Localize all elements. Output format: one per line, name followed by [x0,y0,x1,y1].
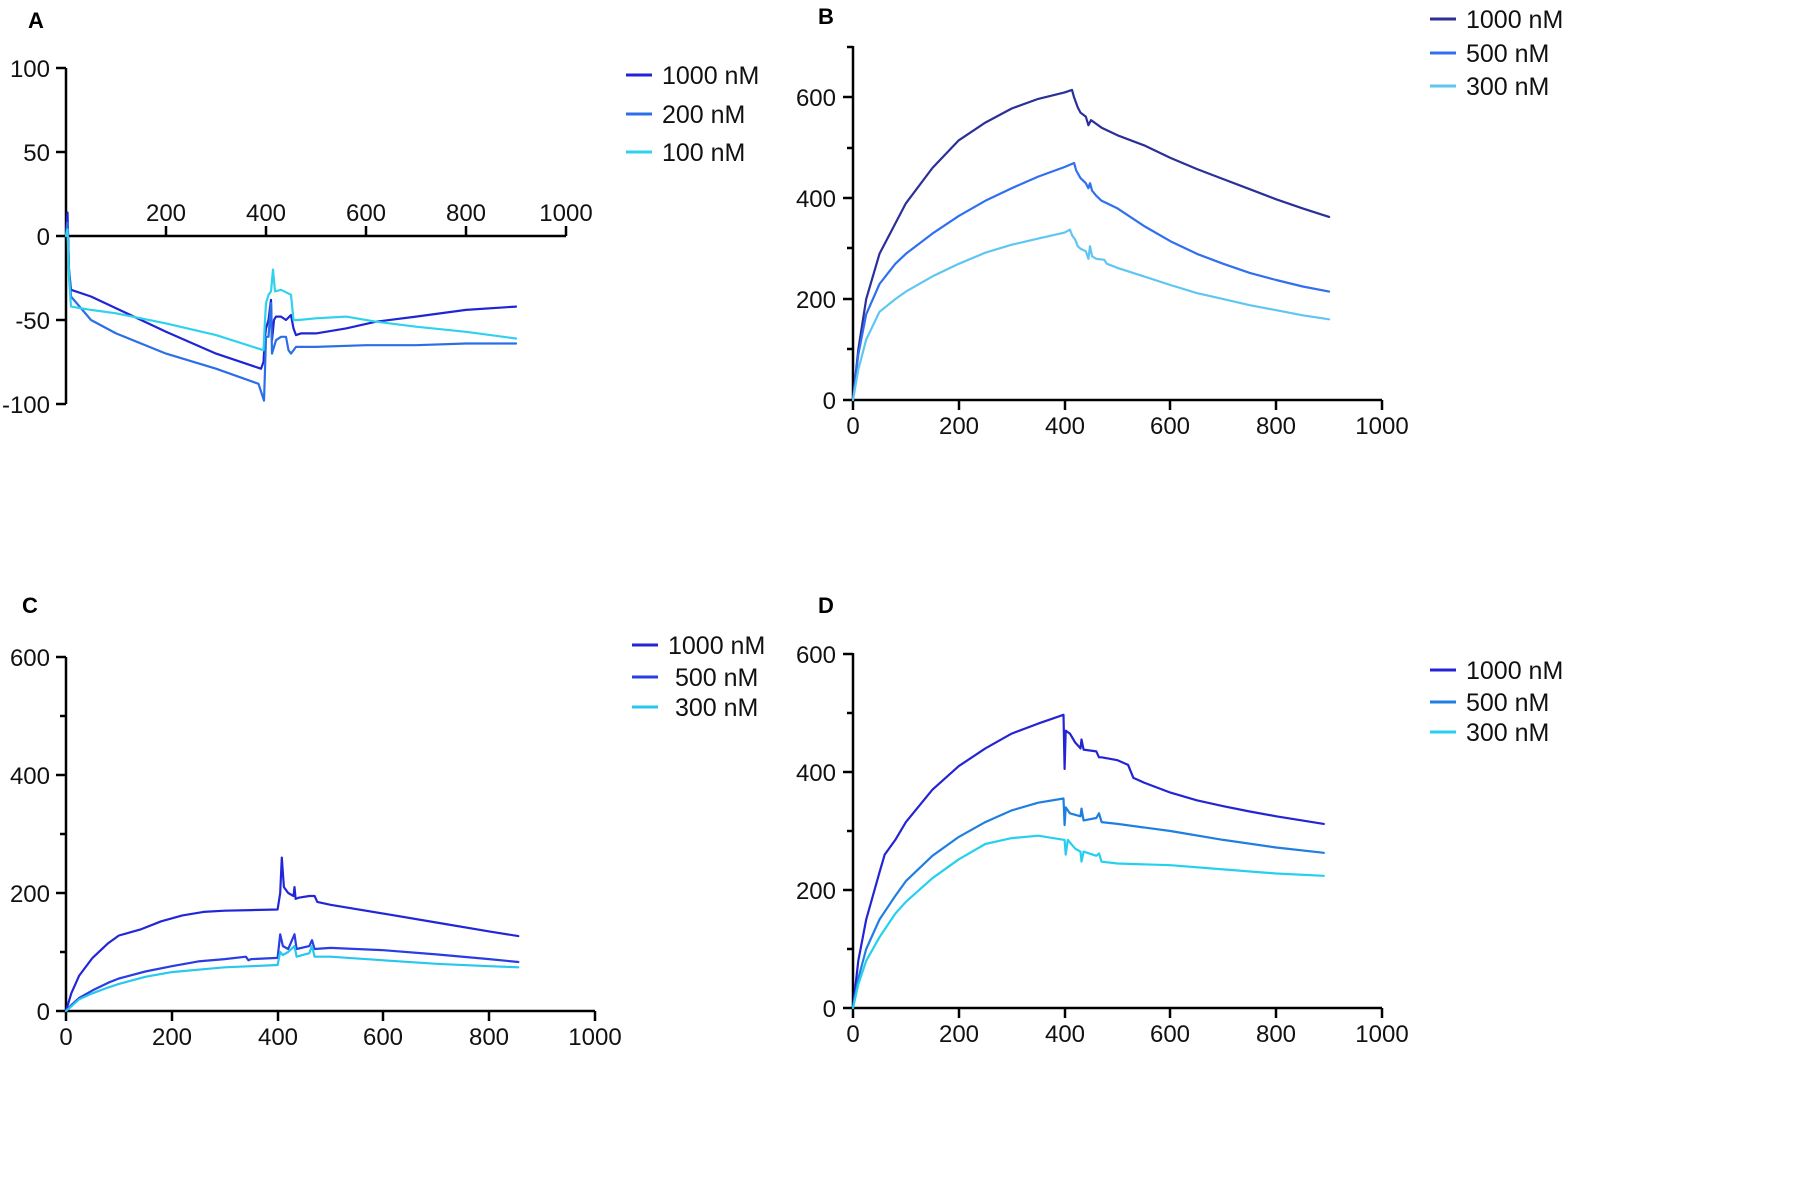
panel-a-x-tick-label: 800 [446,200,486,227]
panel-a-y-tick-label: -50 [15,308,50,335]
panel-d: D 0 200 400 600 0 200 400 600 [796,593,1563,1048]
panel-b-x-ticks: 0 200 400 600 800 1000 [846,400,1409,440]
panel-b-y-tick-label: 0 [823,388,836,415]
panel-c-legend-label: 1000 nM [668,632,765,660]
panel-c-series [64,856,520,1013]
panel-d-series-line-500nm [851,797,1325,1010]
panel-d-legend-label: 1000 nM [1466,657,1563,685]
panel-c-series-line-1000nm [64,856,520,1013]
panel-d-series [851,713,1325,1010]
panel-b-y-tick-label: 400 [796,186,836,213]
panel-d-legend-label: 300 nM [1466,719,1549,747]
panel-c-x-tick-label: 200 [152,1024,192,1051]
panel-d-y-ticks: 0 200 400 600 [796,642,853,1023]
panel-b-y-tick-label: 200 [796,287,836,314]
panel-d-x-tick-label: 0 [846,1021,859,1048]
panel-c-x-tick-label: 800 [469,1024,509,1051]
panel-a-letter: A [28,8,44,33]
panel-d-y-tick-label: 600 [796,642,836,669]
panel-a-y-ticks: 100 50 0 -50 -100 [2,56,66,419]
panel-b-x-tick-label: 200 [939,413,979,440]
panel-a-series-line-100nm [64,228,518,352]
panel-b: B 0 200 400 600 0 200 400 600 [796,4,1563,440]
panel-a-legend-label: 1000 nM [662,62,759,90]
panel-a-x-tick-label: 200 [146,200,186,227]
panel-d-x-ticks: 0 200 400 600 800 1000 [846,1008,1409,1048]
panel-c-y-tick-label: 200 [10,881,50,908]
panel-d-legend-label: 500 nM [1466,689,1549,717]
panel-d-y-tick-label: 0 [823,996,836,1023]
panel-c-x-tick-label: 1000 [568,1024,621,1051]
panel-c-y-tick-label: 0 [37,999,50,1026]
panel-d-y-tick-label: 200 [796,878,836,905]
panel-b-series-line-300nm [851,228,1331,402]
panel-d-legend: 1000 nM 500 nM 300 nM [1430,657,1563,747]
panel-b-series [851,88,1331,402]
panel-c-x-ticks: 0 200 400 600 800 1000 [59,1011,622,1051]
panel-b-x-tick-label: 1000 [1355,413,1408,440]
panel-a-y-tick-label: 50 [23,140,50,167]
panel-a-x-tick-label: 600 [346,200,386,227]
panel-c-legend: 1000 nM 500 nM 300 nM [632,632,765,722]
panel-a-y-tick-label: -100 [2,392,50,419]
panel-a: A 100 50 0 -50 -100 200 400 600 800 1000 [2,8,759,419]
panel-d-series-line-300nm [851,834,1325,1010]
panel-c-legend-label: 500 nM [675,664,758,692]
panel-d-y-tick-label: 400 [796,760,836,787]
panel-b-legend: 1000 nM 500 nM 300 nM [1430,6,1563,101]
panel-a-legend: 1000 nM 200 nM 100 nM [626,62,759,167]
panel-a-legend-label: 200 nM [662,101,745,129]
panel-b-y-ticks: 0 200 400 600 [796,45,853,415]
panel-a-x-tick-label: 1000 [539,200,592,227]
panel-b-y-tick-label: 600 [796,85,836,112]
panel-c: C 0 200 400 600 0 200 400 600 [10,593,765,1051]
panel-d-x-tick-label: 1000 [1355,1021,1408,1048]
panel-d-letter: D [818,593,834,618]
panel-c-y-tick-label: 600 [10,645,50,672]
panel-b-legend-label: 500 nM [1466,40,1549,68]
panel-c-series-line-300nm [64,945,520,1013]
panel-a-series [64,211,518,402]
panel-b-x-tick-label: 400 [1045,413,1085,440]
panel-a-legend-label: 100 nM [662,139,745,167]
panel-c-legend-label: 300 nM [675,694,758,722]
panel-c-x-tick-label: 0 [59,1024,72,1051]
panel-c-y-tick-label: 400 [10,763,50,790]
panel-a-x-ticks: 200 400 600 800 1000 [146,200,593,236]
panel-a-x-tick-label: 400 [246,200,286,227]
panel-a-series-line-200nm [64,221,518,402]
panel-d-x-tick-label: 200 [939,1021,979,1048]
panel-a-y-tick-label: 100 [10,56,50,83]
panel-b-legend-label: 1000 nM [1466,6,1563,34]
panel-b-series-line-1000nm [851,88,1331,402]
panel-b-letter: B [818,4,834,29]
panel-c-x-tick-label: 400 [258,1024,298,1051]
panel-b-series-line-500nm [851,161,1331,402]
panel-b-x-tick-label: 600 [1150,413,1190,440]
panel-c-letter: C [22,593,38,618]
panel-d-x-tick-label: 400 [1045,1021,1085,1048]
panel-d-x-tick-label: 800 [1256,1021,1296,1048]
panel-d-series-line-1000nm [851,713,1325,1010]
panel-b-x-tick-label: 800 [1256,413,1296,440]
panel-a-y-tick-label: 0 [37,224,50,251]
panel-c-series-line-500nm [64,933,520,1013]
panel-d-x-tick-label: 600 [1150,1021,1190,1048]
panel-c-x-tick-label: 600 [363,1024,403,1051]
panel-c-y-ticks: 0 200 400 600 [10,645,66,1026]
panel-b-x-tick-label: 0 [846,413,859,440]
panel-b-legend-label: 300 nM [1466,73,1549,101]
